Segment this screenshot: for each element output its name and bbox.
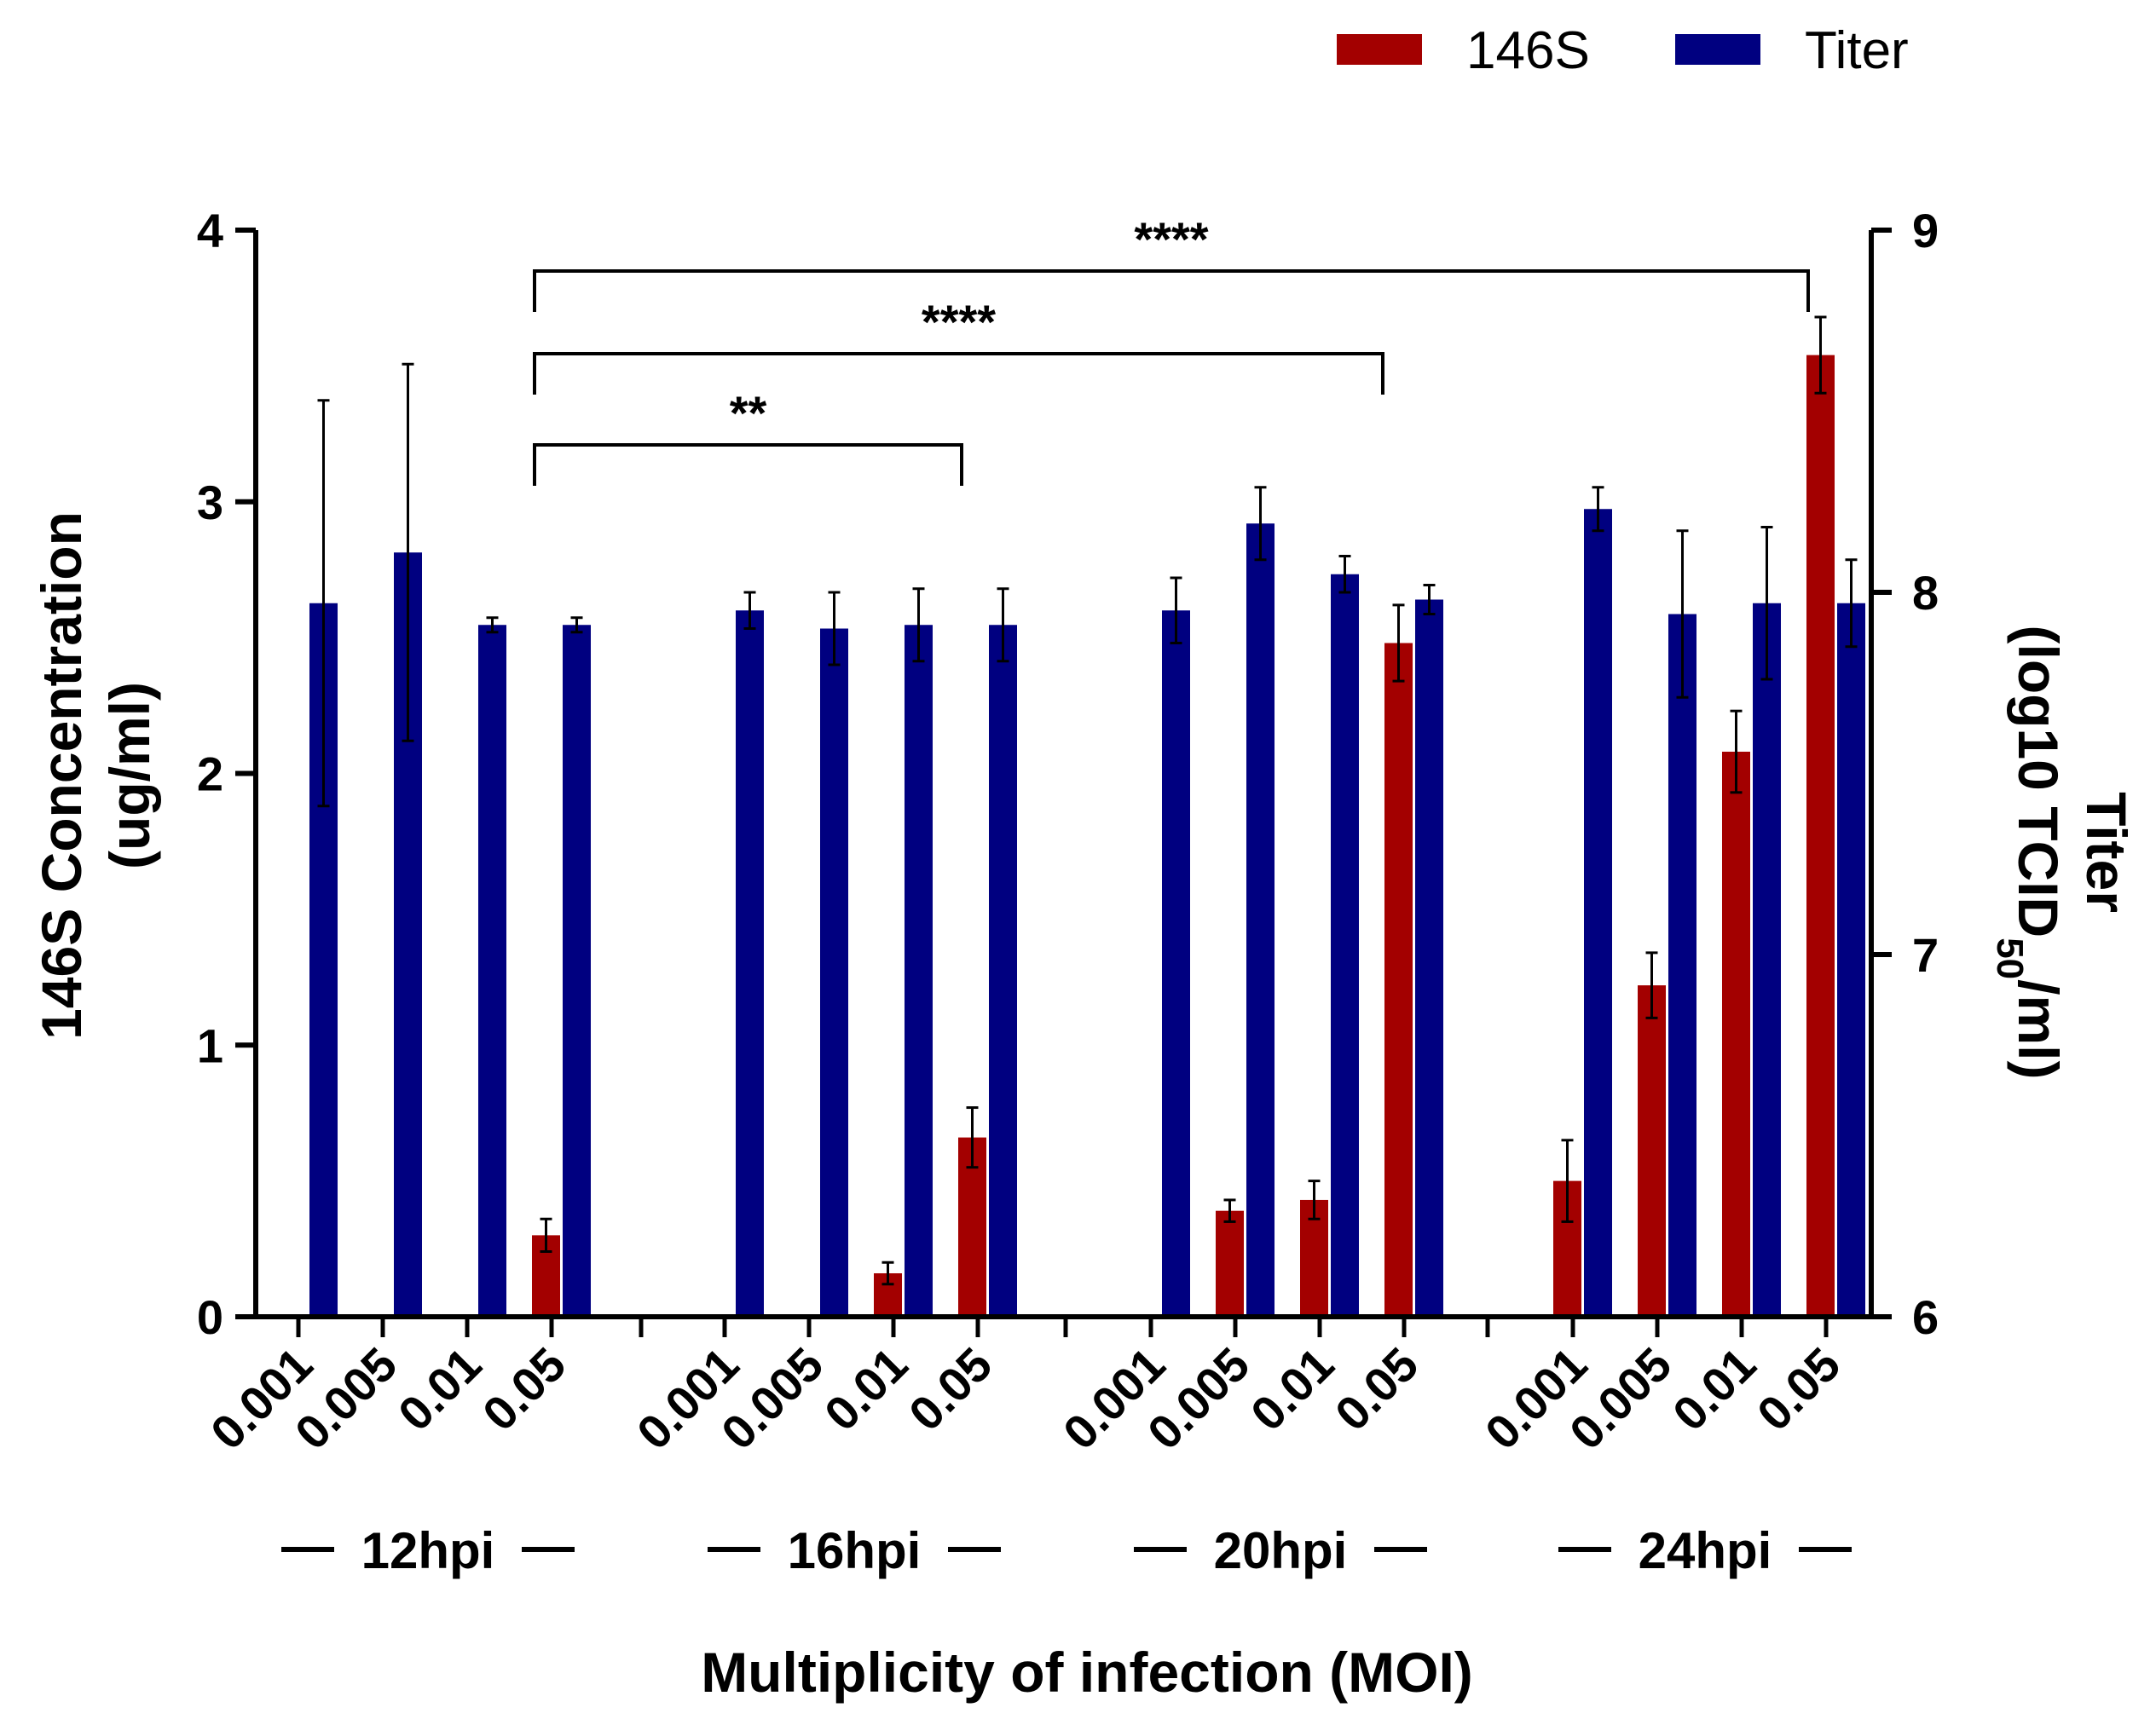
x-tick-label: 0.01 <box>814 1337 918 1441</box>
significance-label: **** <box>922 295 996 349</box>
bar-titer <box>905 625 933 1317</box>
error-bar-146s <box>1561 1139 1574 1223</box>
axes-layer: 0 1 2 3 4 6 7 8 9 <box>197 204 1939 1344</box>
significance-bracket: ** <box>533 386 963 486</box>
y-tick-label-right: 8 <box>1912 566 1939 620</box>
y-axis-title-right: Titer (log10 TCID50/ml) <box>1990 626 2139 1080</box>
error-bar-146s <box>1814 315 1827 395</box>
group-label-12hpi: 12hpi <box>281 1522 575 1579</box>
bar-titer <box>1162 610 1190 1317</box>
legend-swatch <box>1337 34 1422 65</box>
error-bar-titer <box>1760 526 1773 681</box>
error-bar-titer <box>1254 486 1267 562</box>
error-bar-titer <box>402 362 414 742</box>
group-label-text: 20hpi <box>1214 1522 1348 1579</box>
error-bar-146s <box>540 1217 552 1253</box>
x-tick-label: 0.01 <box>1662 1337 1766 1441</box>
bar-titer <box>1837 603 1865 1317</box>
legend-label: Titer <box>1805 21 1909 80</box>
error-bar-146s <box>1645 951 1658 1019</box>
y-axis-title-right-subscript: 50 <box>1990 938 2032 979</box>
error-bar-titer <box>1170 576 1182 644</box>
error-bar-titer <box>1845 558 1858 649</box>
legend-item-146s: 146S <box>1337 21 1590 80</box>
error-bar-titer <box>912 587 925 663</box>
group-label-24hpi: 24hpi <box>1558 1522 1852 1579</box>
error-bar-146s <box>1223 1198 1236 1223</box>
significance-brackets: ********** <box>533 212 1810 486</box>
error-bar-titer <box>486 616 499 634</box>
bar-146s <box>1638 985 1666 1317</box>
legend-item-titer: Titer <box>1675 21 1909 80</box>
bar-titer <box>1753 603 1781 1317</box>
error-bar-titer <box>1676 529 1689 699</box>
error-bar-titer <box>1423 584 1436 615</box>
y-tick-label-left: 3 <box>197 476 223 529</box>
y-axis-title-left-line2: (ug/ml) <box>98 682 161 869</box>
y-axis-title-right-line2: (log10 TCID50/ml) <box>1990 626 2071 1080</box>
x-tick-label: 0.01 <box>388 1337 492 1441</box>
y-axis-title-left-line1: 146S Concentration <box>30 511 93 1040</box>
y-tick-label-left: 2 <box>197 747 223 801</box>
significance-label: **** <box>1134 212 1208 266</box>
legend-label: 146S <box>1466 21 1590 80</box>
error-bar-titer <box>570 616 583 634</box>
error-bar-titer <box>317 399 330 808</box>
bar-titer <box>563 625 591 1317</box>
y-tick-label-left: 4 <box>197 204 223 257</box>
y-tick-label-right: 6 <box>1912 1290 1939 1344</box>
group-label-text: 24hpi <box>1639 1522 1772 1579</box>
bar-146s <box>1216 1210 1244 1317</box>
error-bar-146s <box>1392 603 1405 683</box>
bar-titer <box>478 625 506 1317</box>
significance-label: ** <box>730 386 767 440</box>
error-bar-146s <box>881 1261 894 1286</box>
bar-titer <box>1668 614 1696 1317</box>
y-tick-label-left: 0 <box>197 1290 223 1344</box>
x-tick-label: 0.05 <box>1747 1337 1851 1441</box>
bar-titer <box>1246 523 1275 1317</box>
error-bar-titer <box>997 587 1009 663</box>
y-axis-title-right-part1: (log10 TCID <box>2007 626 2070 938</box>
significance-bracket: **** <box>533 295 1384 395</box>
bars-layer <box>309 315 1865 1317</box>
error-bar-146s <box>1730 709 1743 794</box>
x-tick-label: 0.05 <box>1325 1337 1429 1441</box>
group-labels: 12hpi 16hpi 20hpi 24hpi <box>281 1522 1852 1579</box>
significance-bracket: **** <box>533 212 1810 312</box>
y-tick-label-left: 1 <box>197 1018 223 1072</box>
bar-titer <box>1415 599 1443 1317</box>
bar-146s <box>1722 752 1750 1317</box>
legend-swatch <box>1675 34 1760 65</box>
legend: 146S Titer <box>1337 21 1909 80</box>
error-bar-titer <box>743 591 756 630</box>
error-bar-titer <box>1338 555 1351 594</box>
y-tick-label-right: 7 <box>1912 928 1939 982</box>
bar-titer <box>989 625 1017 1317</box>
error-bar-titer <box>1592 486 1604 533</box>
error-bar-146s <box>1308 1180 1321 1220</box>
x-tick-label: 0.05 <box>899 1337 1003 1441</box>
bar-titer <box>820 628 848 1317</box>
group-label-text: 16hpi <box>788 1522 922 1579</box>
error-bar-146s <box>966 1106 979 1169</box>
bar-titer <box>1584 509 1612 1317</box>
x-tick-label: 0.05 <box>472 1337 576 1441</box>
x-tick-label: 0.01 <box>1240 1337 1344 1441</box>
group-label-16hpi: 16hpi <box>708 1522 1001 1579</box>
y-axis-title-right-part2: /ml) <box>2007 979 2070 1079</box>
y-axis-title-right-line1: Titer <box>2075 792 2138 913</box>
bar-titer <box>1331 574 1359 1317</box>
group-label-20hpi: 20hpi <box>1134 1522 1427 1579</box>
error-bar-titer <box>828 591 841 666</box>
x-axis-title: Multiplicity of infection (MOI) <box>701 1641 1473 1704</box>
group-label-text: 12hpi <box>361 1522 495 1579</box>
y-tick-label-right: 9 <box>1912 204 1939 257</box>
bar-146s <box>1384 643 1413 1317</box>
y-axis-title-left: 146S Concentration (ug/ml) <box>30 511 161 1040</box>
bar-146s <box>1806 355 1835 1317</box>
bar-titer <box>736 610 764 1317</box>
